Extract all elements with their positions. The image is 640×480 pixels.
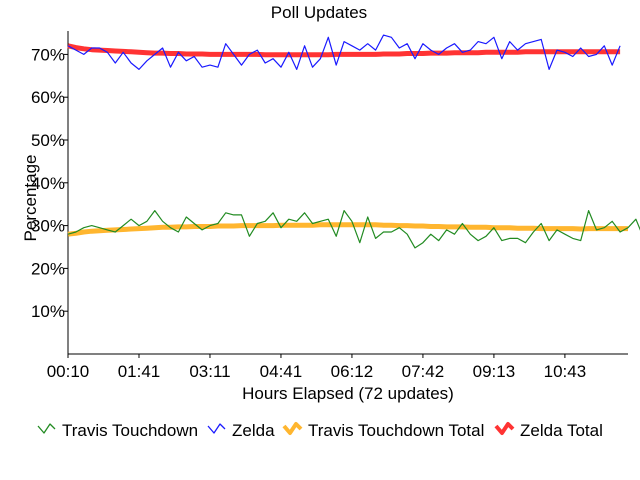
legend-swatch (207, 423, 226, 434)
y-tick-label: 20% (31, 259, 65, 278)
x-tick-label: 07:42 (402, 362, 445, 381)
chart-title: Poll Updates (271, 3, 367, 22)
x-tick-label: 04:41 (260, 362, 303, 381)
y-axis-title: Percentage (21, 155, 40, 242)
travis-touchdown-line (67, 210, 640, 249)
zelda-line (67, 34, 621, 71)
x-tick-label: 09:13 (473, 362, 516, 381)
legend-swatch (37, 423, 56, 434)
x-tick-label: 10:43 (544, 362, 587, 381)
legend-swatch (494, 422, 515, 435)
legend-item-travis-touchdown: Travis Touchdown (37, 421, 198, 440)
x-tick-label: 01:41 (118, 362, 161, 381)
legend-item-travis-touchdown-total: Travis Touchdown Total (282, 421, 484, 440)
legend-label: Travis Touchdown (62, 421, 198, 440)
axes: 10% 20% 30% 40% 50% 60% 70% 00:10 01:41 03:11 04:4… (31, 31, 628, 381)
legend-item-zelda-total: Zelda Total (494, 421, 603, 440)
legend-swatch (282, 422, 303, 435)
y-tick-label: 50% (31, 131, 65, 150)
series-layer (67, 34, 640, 249)
legend-label: Travis Touchdown Total (308, 421, 484, 440)
y-tick-label: 70% (31, 45, 65, 64)
legend-label: Zelda (232, 421, 275, 440)
legend: Travis Touchdown Zelda Travis Touchdown To… (37, 421, 603, 440)
travis-touchdown-total-line (67, 222, 628, 237)
x-axis-title: Hours Elapsed (72 updates) (242, 384, 454, 403)
y-tick-label: 40% (31, 174, 65, 193)
x-tick-label: 06:12 (331, 362, 374, 381)
zelda-total-line (67, 43, 621, 58)
legend-label: Zelda Total (520, 421, 603, 440)
x-tick-label: 00:10 (47, 362, 90, 381)
y-tick-label: 30% (31, 217, 65, 236)
legend-item-zelda: Zelda (207, 421, 275, 440)
x-tick-label: 03:11 (189, 362, 230, 381)
y-tick-label: 10% (31, 302, 65, 321)
y-tick-label: 60% (31, 88, 65, 107)
